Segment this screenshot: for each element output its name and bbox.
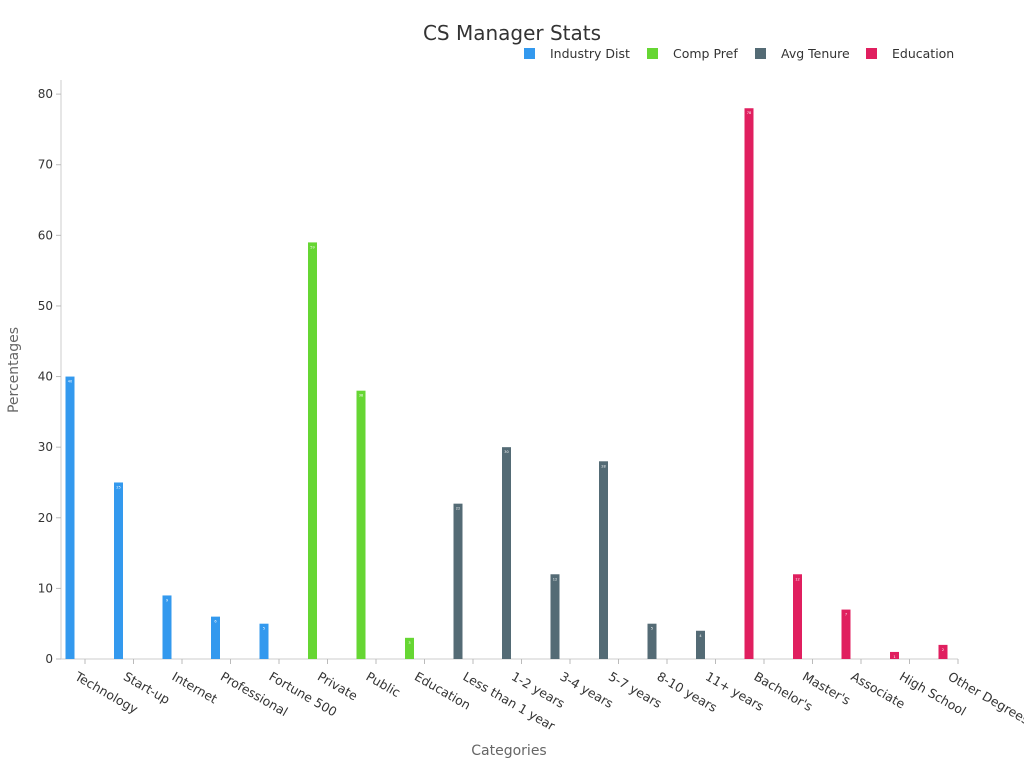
bar bbox=[745, 108, 754, 659]
bar bbox=[308, 242, 317, 659]
bar-value-label: 12 bbox=[795, 577, 799, 581]
x-axis-label: Categories bbox=[471, 743, 546, 759]
y-tick-label: 50 bbox=[38, 299, 53, 313]
y-tick-label: 60 bbox=[38, 228, 53, 242]
bar bbox=[357, 391, 366, 659]
bar bbox=[842, 610, 851, 659]
bar bbox=[454, 504, 463, 659]
bar-value-label: 25 bbox=[116, 485, 120, 489]
legend-swatch bbox=[647, 48, 658, 59]
bar-value-label: 22 bbox=[456, 507, 460, 511]
bar bbox=[551, 574, 560, 659]
bar-value-label: 59 bbox=[310, 245, 314, 249]
legend-swatch bbox=[524, 48, 535, 59]
bar bbox=[793, 574, 802, 659]
y-tick-label: 20 bbox=[38, 511, 53, 525]
y-tick-label: 0 bbox=[45, 652, 53, 666]
bar bbox=[599, 461, 608, 659]
bar-value-label: 6 bbox=[214, 620, 216, 624]
bar-value-label: 12 bbox=[553, 577, 557, 581]
x-tick-label: Internet bbox=[170, 669, 221, 707]
x-tick-label: Public bbox=[364, 669, 404, 701]
bar bbox=[114, 482, 123, 659]
bar-value-label: 38 bbox=[359, 394, 363, 398]
legend-swatch bbox=[866, 48, 877, 59]
x-tick-label: 5-7 years bbox=[606, 669, 664, 711]
legend-label: Education bbox=[892, 46, 954, 61]
bar-value-label: 3 bbox=[408, 641, 410, 645]
bar-value-label: 30 bbox=[504, 450, 508, 454]
x-axis-ticks: TechnologyStart-upInternetProfessionalFo… bbox=[72, 659, 1024, 734]
bar-value-label: 40 bbox=[68, 380, 72, 384]
y-axis-label: Percentages bbox=[6, 327, 22, 413]
chart-axes: 0 10 20 30 40 50 60 70 80 bbox=[38, 80, 958, 666]
y-tick-label: 10 bbox=[38, 581, 53, 595]
bar-value-label: 2 bbox=[942, 648, 944, 652]
y-tick-label: 70 bbox=[38, 158, 53, 172]
chart-title: CS Manager Stats bbox=[423, 21, 601, 45]
y-tick-label: 30 bbox=[38, 440, 53, 454]
bar-value-label: 78 bbox=[747, 111, 751, 115]
y-tick-label: 40 bbox=[38, 370, 53, 384]
bar-value-label: 28 bbox=[601, 464, 605, 468]
bar-value-label: 5 bbox=[651, 627, 653, 631]
y-tick-label: 80 bbox=[38, 87, 53, 101]
legend-label: Avg Tenure bbox=[781, 46, 850, 61]
chart-legend: Industry Dist Comp Pref Avg Tenure Educatio… bbox=[524, 46, 954, 61]
legend-swatch bbox=[755, 48, 766, 59]
bar-value-label: 9 bbox=[166, 598, 168, 602]
bar bbox=[163, 595, 172, 659]
bar-value-label: 1 bbox=[893, 655, 895, 659]
legend-label: Industry Dist bbox=[550, 46, 630, 61]
bar-value-label: 7 bbox=[845, 613, 847, 617]
bar bbox=[66, 377, 75, 659]
x-tick-label: 3-4 years bbox=[558, 669, 616, 711]
bar-value-label: 5 bbox=[263, 627, 265, 631]
x-tick-label: Associate bbox=[849, 669, 909, 712]
bar bbox=[502, 447, 511, 659]
legend-label: Comp Pref bbox=[673, 46, 738, 61]
